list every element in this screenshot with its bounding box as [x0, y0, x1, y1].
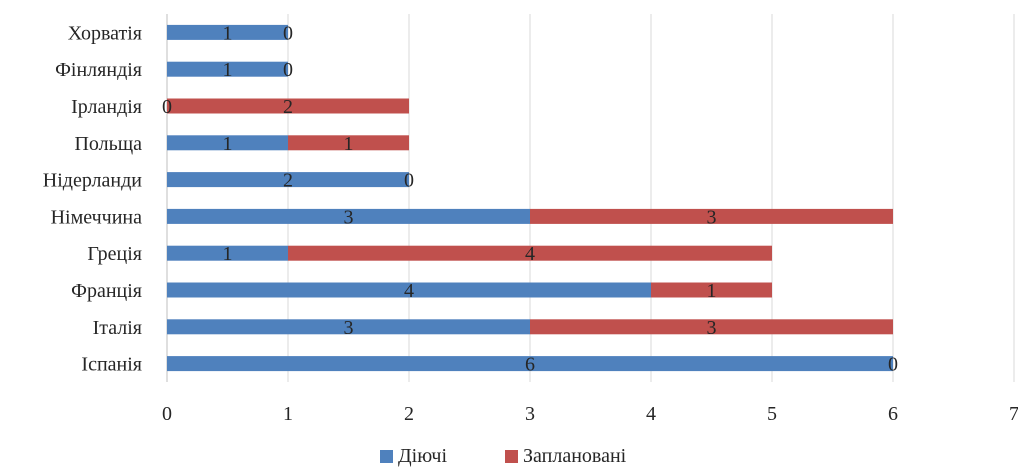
- data-label-active-7: 0: [162, 96, 172, 118]
- data-label-planned-2: 1: [707, 280, 717, 302]
- category-label-4: Німеччина: [51, 206, 143, 228]
- category-label-0: Іспанія: [81, 354, 142, 376]
- category-label-2: Франція: [71, 280, 142, 302]
- bar-active-6: [167, 135, 288, 151]
- legend-label-planned: Заплановані: [523, 445, 627, 467]
- bar-planned-4: [530, 208, 893, 224]
- bar-active-9: [167, 24, 288, 40]
- bar-active-0: [167, 356, 893, 372]
- data-label-planned-5: 0: [404, 170, 414, 192]
- x-tick-label-3: 3: [525, 403, 535, 425]
- category-label-3: Греція: [87, 243, 142, 265]
- x-tick-label-2: 2: [404, 403, 414, 425]
- data-label-active-2: 4: [404, 280, 414, 302]
- x-tick-label-5: 5: [767, 403, 777, 425]
- x-tick-label-1: 1: [283, 403, 293, 425]
- data-label-active-1: 3: [344, 317, 354, 339]
- data-label-active-8: 1: [223, 59, 233, 81]
- legend-label-active: Діючі: [398, 445, 447, 467]
- data-label-active-5: 2: [283, 170, 293, 192]
- data-label-planned-6: 1: [344, 133, 354, 155]
- bar-planned-6: [288, 135, 409, 151]
- x-tick-label-7: 7: [1009, 403, 1018, 425]
- bars: [167, 24, 893, 372]
- bar-active-8: [167, 61, 288, 77]
- data-label-planned-1: 3: [707, 317, 717, 339]
- category-label-1: Італія: [93, 317, 142, 339]
- bar-planned-2: [651, 282, 772, 298]
- bar-active-3: [167, 245, 288, 261]
- data-label-planned-0: 0: [888, 354, 898, 376]
- category-label-7: Ірландія: [71, 96, 142, 118]
- bar-active-2: [167, 282, 651, 298]
- bar-active-4: [167, 208, 530, 224]
- legend: Діючі Заплановані: [380, 445, 627, 467]
- bar-active-5: [167, 172, 409, 188]
- category-label-9: Хорватія: [68, 22, 142, 44]
- data-label-active-0: 6: [525, 354, 535, 376]
- data-label-active-6: 1: [223, 133, 233, 155]
- data-label-planned-8: 0: [283, 59, 293, 81]
- data-label-planned-7: 2: [283, 96, 293, 118]
- x-tick-label-4: 4: [646, 403, 656, 425]
- legend-swatch-planned: [505, 450, 518, 463]
- category-label-6: Польща: [74, 133, 142, 155]
- data-label-planned-9: 0: [283, 22, 293, 44]
- data-label-active-9: 1: [223, 22, 233, 44]
- category-label-8: Фінляндія: [55, 59, 142, 81]
- data-label-planned-4: 3: [707, 206, 717, 228]
- bar-planned-1: [530, 319, 893, 335]
- x-tick-label-0: 0: [162, 403, 172, 425]
- data-label-active-4: 3: [344, 206, 354, 228]
- category-labels: Іспанія Італія Франція Греція Німеччина Нідер…: [43, 22, 143, 375]
- bar-active-1: [167, 319, 530, 335]
- data-labels: 6 0 3 3 4 1 1 4 3 3 2 0 1 1 0 2 1 0 1 0: [162, 22, 898, 375]
- bar-planned-7: [167, 98, 409, 114]
- x-tick-label-6: 6: [888, 403, 898, 425]
- x-axis-tick-labels: 0 1 2 3 4 5 6 7: [162, 403, 1018, 425]
- bar-planned-3: [288, 245, 772, 261]
- category-label-5: Нідерланди: [43, 170, 143, 192]
- legend-swatch-active: [380, 450, 393, 463]
- data-label-active-3: 1: [223, 243, 233, 265]
- data-label-planned-3: 4: [525, 243, 535, 265]
